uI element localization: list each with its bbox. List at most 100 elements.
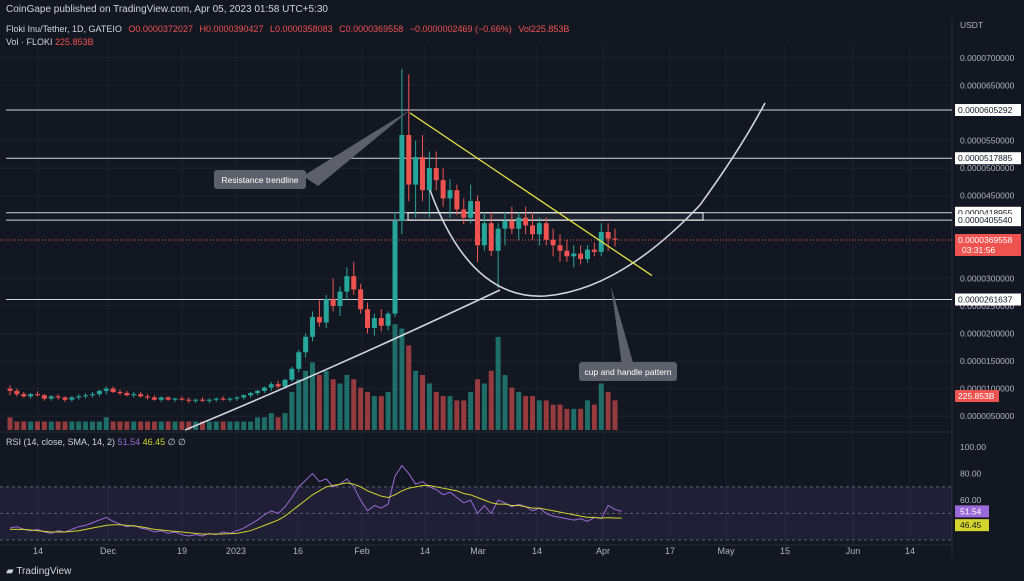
rsi-label[interactable]: RSI (14, close, SMA, 14, 2)	[6, 437, 116, 447]
volume-bar	[275, 417, 281, 430]
volume-bar	[536, 400, 542, 430]
callout-pointer	[611, 286, 634, 366]
candle-body	[206, 399, 212, 401]
candle-body	[248, 393, 254, 396]
candle-body	[495, 228, 501, 251]
volume-bar	[62, 421, 68, 430]
candle-body	[420, 157, 425, 191]
candle-body	[110, 388, 116, 392]
volume-bar	[296, 379, 302, 430]
candle-body	[323, 299, 329, 323]
candle-body	[337, 291, 343, 306]
volume-bar	[475, 379, 480, 430]
volume-bar	[21, 421, 27, 430]
candle-body	[481, 223, 487, 246]
x-tick-label: 14	[905, 546, 915, 556]
callout-box	[579, 362, 677, 381]
volume-bar	[612, 400, 618, 430]
x-tick-label: Dec	[100, 546, 117, 556]
candle-body	[7, 388, 13, 391]
candle-body	[378, 318, 384, 326]
x-tick-label: 17	[665, 546, 675, 556]
volume-bar	[523, 396, 529, 430]
rsi-value-box	[955, 505, 989, 518]
x-tick-label: 14	[532, 546, 542, 556]
rsi-tick-label: 60.00	[960, 495, 982, 505]
level-label: 0.0000517885	[958, 153, 1013, 163]
volume-bar	[550, 404, 556, 430]
price-tick-label: 0.0000100000	[960, 384, 1015, 394]
candle-body	[371, 318, 377, 328]
candle-body	[138, 394, 144, 397]
volume-bar	[585, 400, 590, 430]
x-tick-label: 2023	[226, 546, 246, 556]
volume-bar	[206, 421, 212, 430]
volume-bar	[509, 387, 515, 430]
volume-bar	[220, 421, 226, 430]
candle-body	[289, 368, 295, 380]
volume-bar	[310, 362, 315, 430]
x-tick-label: May	[717, 546, 735, 556]
volume-bar	[110, 421, 116, 430]
volume-bar	[165, 421, 171, 430]
volume-bar	[578, 408, 584, 430]
volume-bar	[399, 328, 405, 430]
candle-body	[330, 299, 336, 306]
volume-bar	[516, 391, 522, 430]
current-price-box	[955, 234, 1021, 257]
candle-body	[117, 391, 123, 394]
x-tick-label: 14	[420, 546, 430, 556]
x-tick-label: Jun	[846, 546, 861, 556]
volume-bar	[158, 421, 164, 430]
candle-body	[28, 394, 34, 397]
candle-body	[124, 393, 130, 396]
candle-body	[14, 390, 20, 395]
volume-bar	[248, 421, 254, 430]
annotation-resistance-trendline: Resistance trendline	[221, 175, 298, 185]
candle-body	[571, 253, 577, 257]
volume-bar	[303, 370, 309, 430]
volume-bar	[413, 370, 419, 430]
candle-body	[550, 239, 556, 246]
level-label-box	[955, 293, 1021, 306]
volume-bar	[502, 375, 508, 430]
candle-body	[399, 134, 405, 222]
volume-bar	[440, 396, 446, 430]
volume-label[interactable]: Vol · FLOKI	[6, 37, 53, 47]
volume-bar	[371, 396, 377, 430]
level-label-box	[955, 152, 1021, 165]
volume-bar	[316, 375, 322, 430]
rsi-line	[9, 464, 623, 537]
volume-bar	[7, 417, 13, 430]
volume-bar	[337, 383, 343, 430]
volume-bar	[200, 421, 205, 430]
volume-bar	[172, 421, 178, 430]
level-label-box	[955, 214, 1021, 227]
price-tick-label: 0.0000250000	[960, 301, 1015, 311]
level-label: 0.0000405540	[958, 215, 1013, 225]
tradingview-logo[interactable]: ▰ TradingView	[6, 566, 71, 577]
candle-body	[392, 221, 398, 314]
candle-body	[351, 276, 357, 290]
candle-body	[96, 390, 102, 395]
x-tick-label: Feb	[354, 546, 370, 556]
candle-body	[76, 396, 82, 398]
annotation-cup-and-handle: cup and handle pattern	[585, 367, 672, 377]
resistance-trendline	[409, 112, 653, 277]
candle-body	[413, 157, 419, 185]
price-tick-label: 0.0000150000	[960, 356, 1015, 366]
candle-body	[48, 396, 54, 399]
candle-body	[406, 134, 412, 185]
candle-body	[530, 225, 535, 235]
candle-body	[475, 201, 480, 246]
x-tick-label: Apr	[596, 546, 610, 556]
candle-body	[165, 397, 171, 400]
volume-bar	[557, 404, 563, 430]
candle-body	[268, 384, 274, 388]
symbol-title[interactable]: Floki Inu/Tether, 1D, GATEIO	[6, 24, 122, 34]
candle-body	[35, 394, 40, 396]
change-value: −0.0000002469 (−0.66%)	[409, 24, 512, 34]
volume-bar	[282, 413, 288, 430]
candle-body	[433, 168, 439, 181]
